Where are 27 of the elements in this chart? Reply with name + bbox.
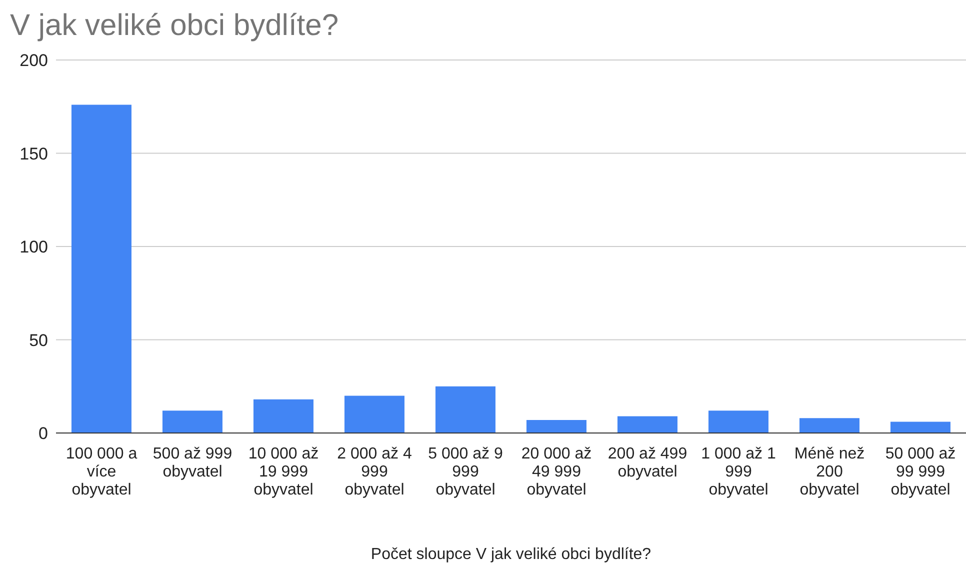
x-tick-label: 200 až 499 obyvatel xyxy=(608,445,688,480)
y-tick-label: 0 xyxy=(38,424,48,444)
x-tick-label: 2 000 až 4 999 obyvatel xyxy=(337,445,412,498)
x-tick-label: 500 až 999 obyvatel xyxy=(152,445,232,480)
bar xyxy=(799,418,860,433)
bar xyxy=(617,416,678,433)
bar xyxy=(162,410,222,433)
y-tick-label: 100 xyxy=(20,238,48,257)
x-tick-label: 1 000 až 1 999 obyvatel xyxy=(701,445,776,498)
x-tick-label: 100 000 a více obyvatel xyxy=(66,445,138,498)
bar xyxy=(526,420,586,433)
bar xyxy=(708,410,768,433)
bar xyxy=(435,386,496,433)
bar xyxy=(253,399,314,433)
bar xyxy=(71,104,132,433)
y-tick-label: 150 xyxy=(20,144,48,164)
bar xyxy=(344,396,404,433)
x-tick-label: 10 000 až 19 999 obyvatel xyxy=(248,445,319,498)
chart-title: V jak veliké obci bydlíte? xyxy=(9,8,340,44)
x-tick-label: 20 000 až 49 999 obyvatel xyxy=(521,445,592,498)
x-tick-label: Méně než 200 obyvatel xyxy=(794,445,865,498)
y-tick-label: 200 xyxy=(20,51,48,70)
y-tick-label: 50 xyxy=(29,330,48,350)
x-axis-title: Počet sloupce V jak veliké obci bydlíte? xyxy=(370,546,652,563)
bar xyxy=(890,422,950,433)
x-tick-label: 50 000 až 99 999 obyvatel xyxy=(885,445,956,498)
x-tick-label: 5 000 až 9 999 obyvatel xyxy=(428,445,503,498)
